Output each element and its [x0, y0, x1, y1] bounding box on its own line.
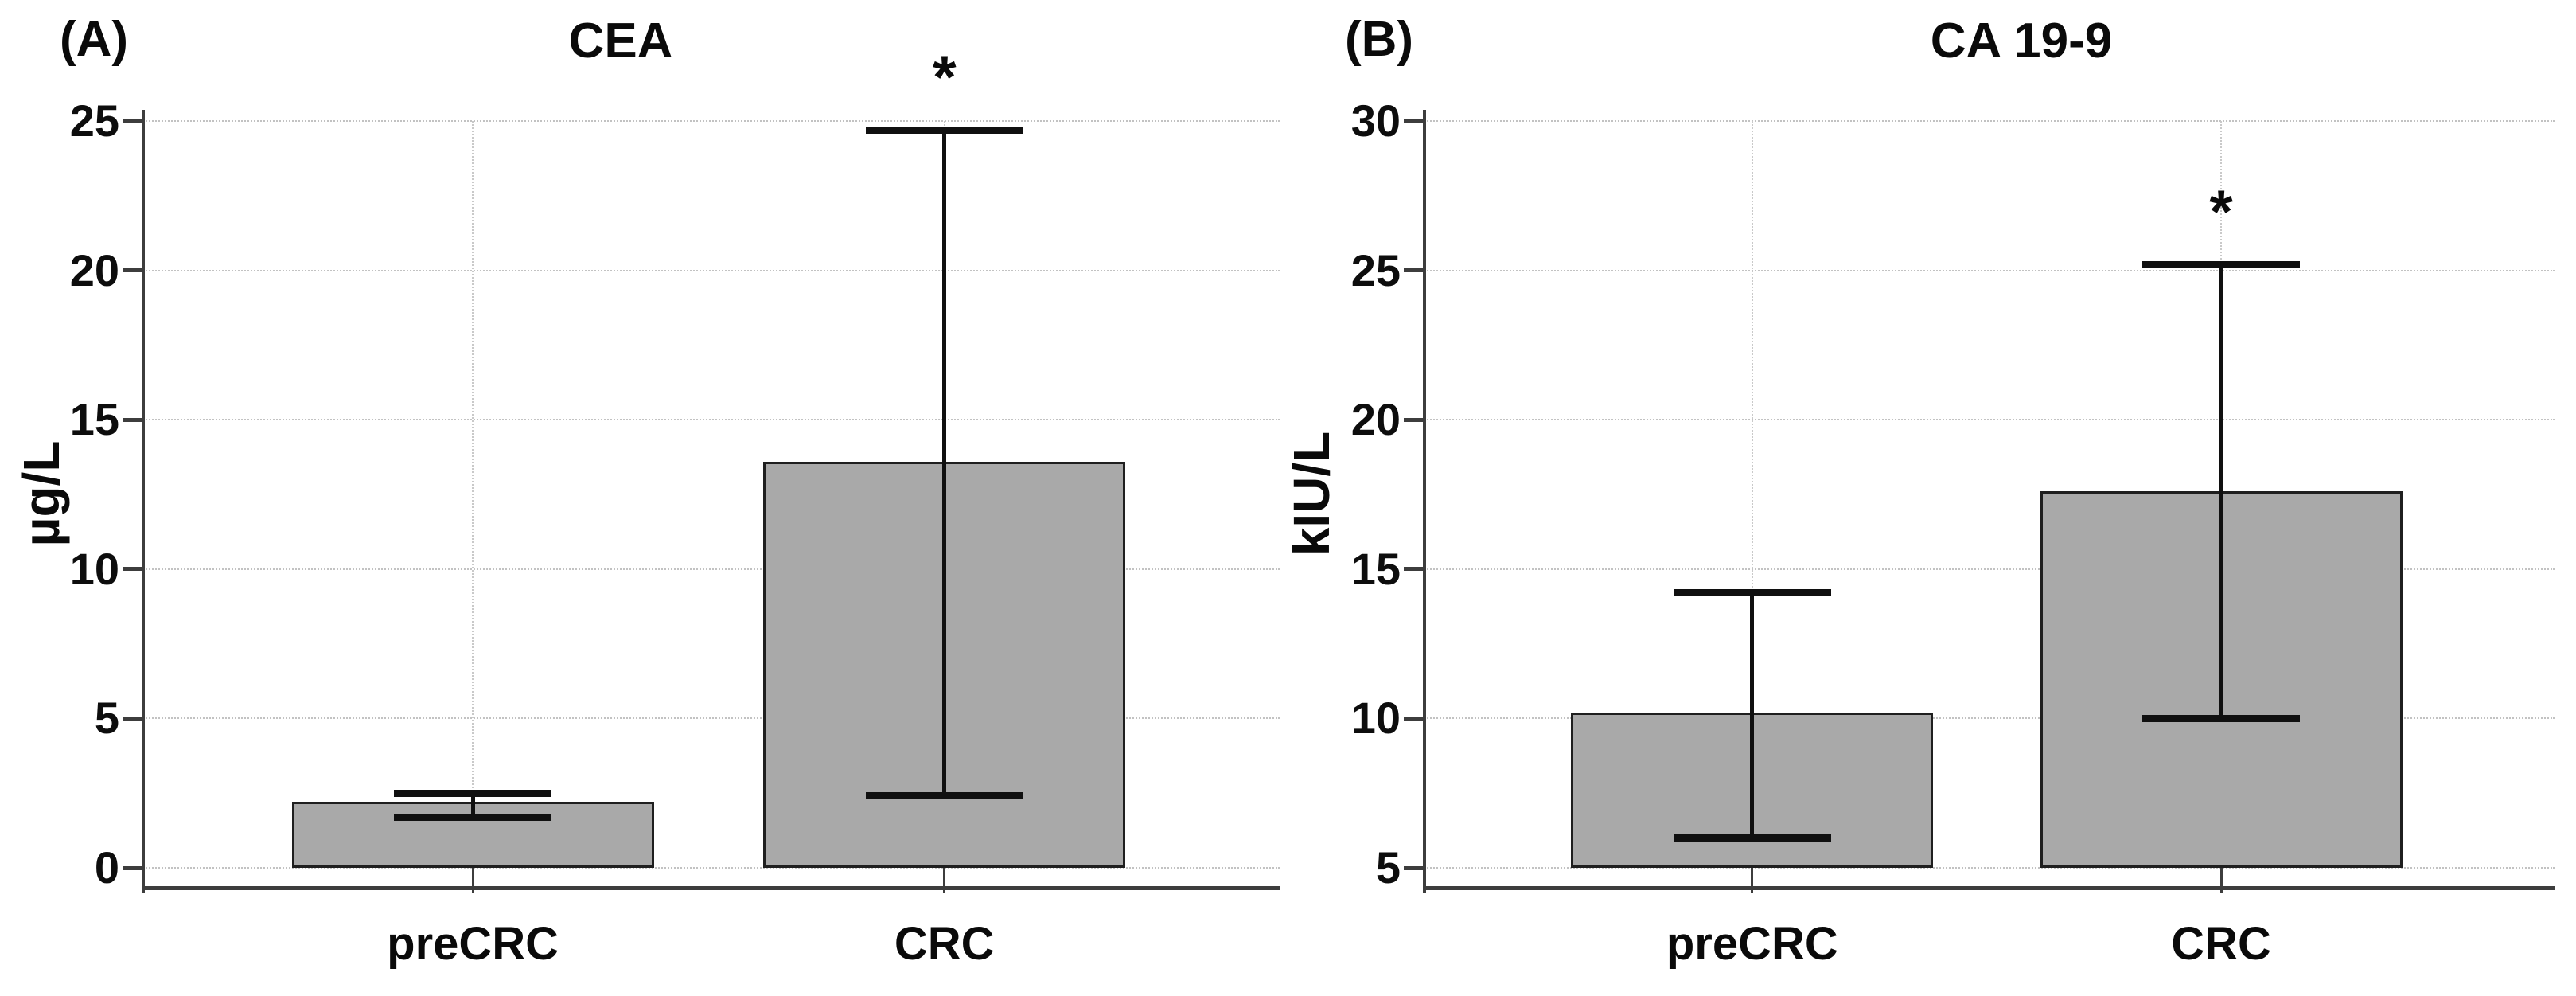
- x-axis-tick: [943, 868, 946, 893]
- h-gridline: [143, 120, 1280, 122]
- h-gridline: [1424, 717, 2555, 720]
- significance-asterisk: *: [932, 44, 957, 112]
- x-axis-tick: [1751, 868, 1754, 893]
- y-axis-tick: [1404, 119, 1424, 123]
- y-axis-tick: [123, 268, 143, 273]
- y-axis-spine: [142, 110, 145, 893]
- y-tick-label: 5: [94, 693, 119, 744]
- y-axis-spine: [1423, 110, 1426, 893]
- panel-a: (A) CEA µg/L 0 5 10 15 20 25 preCRC CRC *: [13, 12, 1280, 970]
- v-gridline: [472, 121, 474, 868]
- panel-b-y-axis-title: kIU/L: [1283, 431, 1340, 557]
- h-gridline: [1424, 120, 2555, 122]
- y-tick-label: 10: [69, 543, 119, 594]
- y-tick-label: 5: [1375, 842, 1401, 892]
- h-gridline: [143, 568, 1280, 570]
- panel-a-plot-area: 0 5 10 15 20 25 preCRC CRC *: [70, 46, 1280, 970]
- panel-b-letter: (B): [1345, 12, 1414, 67]
- y-tick-label: 30: [1350, 96, 1401, 146]
- y-axis-tick: [1404, 716, 1424, 721]
- h-gridline: [143, 269, 1280, 271]
- y-tick-label: 0: [94, 842, 119, 892]
- significance-asterisk: *: [2209, 178, 2233, 247]
- y-tick-label: 15: [69, 394, 119, 445]
- h-gridline: [143, 717, 1280, 720]
- x-axis-line: [1423, 886, 2555, 890]
- y-axis-tick: [1404, 417, 1424, 422]
- error-bar-stem: [2219, 264, 2223, 719]
- error-bar-cap-upper: [1673, 589, 1831, 597]
- h-gridline: [1424, 568, 2555, 570]
- y-axis-tick: [123, 716, 143, 721]
- y-axis-tick: [1404, 268, 1424, 273]
- panel-a-letter: (A): [60, 12, 129, 67]
- panel-a-y-axis-title: µg/L: [13, 440, 70, 547]
- x-category-label: CRC: [2171, 918, 2271, 970]
- y-tick-label: 10: [1350, 693, 1401, 744]
- y-tick-label: 20: [69, 244, 119, 295]
- error-bar-cap-upper: [865, 126, 1023, 134]
- h-gridline: [1424, 269, 2555, 271]
- x-axis-tick: [2219, 868, 2223, 893]
- panel-b: (B) CA 19-9 kIU/L 5 10 15 20 25 30 preCRC CRC *: [1283, 0, 2576, 996]
- error-bar-cap-lower: [2142, 714, 2301, 722]
- y-axis-tick: [123, 119, 143, 123]
- y-tick-label: 25: [1350, 244, 1401, 295]
- error-bar-stem: [470, 793, 475, 818]
- y-tick-label: 15: [1350, 543, 1401, 594]
- y-axis-tick: [123, 567, 143, 572]
- error-bar-cap-lower: [394, 813, 552, 821]
- h-gridline: [143, 419, 1280, 421]
- error-bar-stem: [1750, 592, 1755, 838]
- h-gridline: [1424, 867, 2555, 869]
- y-tick-label: 20: [1350, 394, 1401, 445]
- y-axis-tick: [123, 865, 143, 870]
- h-gridline: [143, 867, 1280, 869]
- v-gridline: [1751, 121, 1753, 868]
- x-category-label: preCRC: [387, 918, 559, 970]
- error-bar-cap-lower: [865, 792, 1023, 800]
- y-axis-tick: [1404, 567, 1424, 572]
- error-bar-cap-lower: [1673, 834, 1831, 842]
- x-category-label: CRC: [894, 918, 995, 970]
- panel-a-title: CEA: [568, 14, 673, 68]
- y-tick-label: 25: [69, 96, 119, 146]
- y-axis-tick: [1404, 865, 1424, 870]
- x-axis-line: [142, 886, 1280, 890]
- x-category-label: preCRC: [1666, 918, 1838, 970]
- error-bar-cap-upper: [2142, 260, 2301, 268]
- y-axis-tick: [123, 417, 143, 422]
- h-gridline: [1424, 419, 2555, 421]
- panel-b-plot-area: 5 10 15 20 25 30 preCRC CRC *: [1351, 96, 2555, 970]
- x-axis-tick: [471, 868, 474, 893]
- error-bar-cap-upper: [394, 789, 552, 797]
- panel-b-title: CA 19-9: [1930, 14, 2113, 68]
- error-bar-stem: [942, 130, 947, 796]
